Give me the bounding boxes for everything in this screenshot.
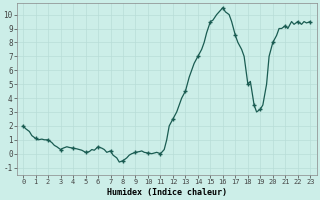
X-axis label: Humidex (Indice chaleur): Humidex (Indice chaleur) [107, 188, 227, 197]
